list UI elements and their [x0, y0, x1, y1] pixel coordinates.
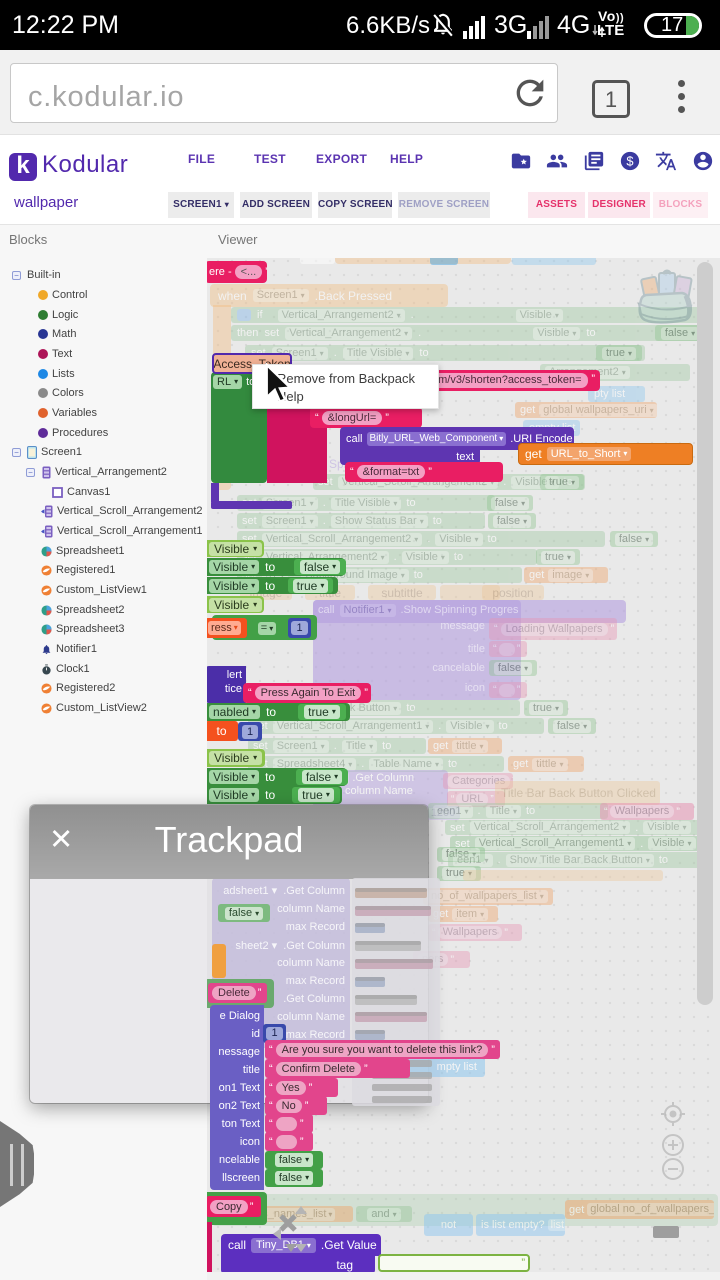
- svg-text:$: $: [626, 154, 633, 169]
